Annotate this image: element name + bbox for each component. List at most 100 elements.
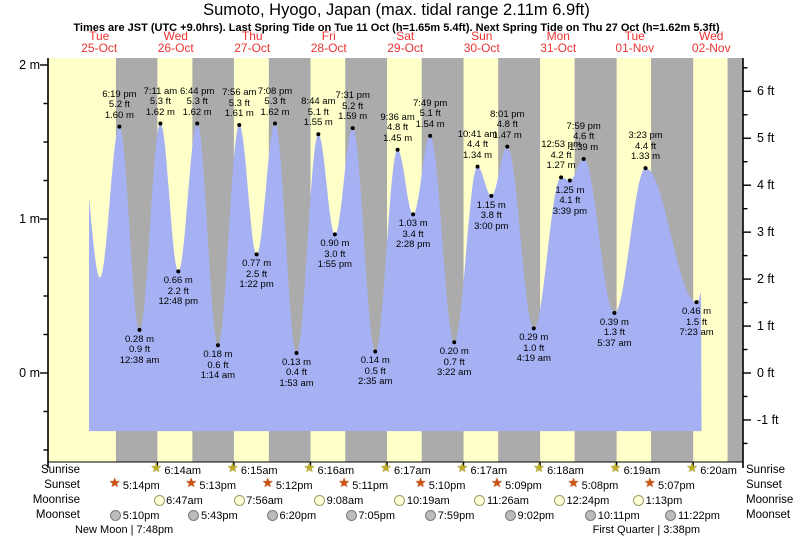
sunrise-icon: ★ xyxy=(150,460,163,475)
high-tide-annotation: 8:01 pm 4.8 ft 1.47 m xyxy=(469,109,545,142)
moonrise-time: 9:08am xyxy=(326,495,364,507)
annotation-line: 1.61 m xyxy=(224,108,254,120)
high-tide-marker xyxy=(559,175,564,180)
moonrise-row-label-right: Moonrise xyxy=(746,494,793,506)
sunrise-time: 6:17am xyxy=(470,465,508,477)
annotation-line: 1:55 pm xyxy=(317,259,353,271)
sunset-time: 5:14pm xyxy=(122,480,160,492)
day-label: Wed 02-Nov xyxy=(666,30,756,54)
moonset-time: 7:59pm xyxy=(437,510,475,522)
annotation-line: 3.0 ft xyxy=(324,248,346,260)
moon-phase-new-moon: New Moon | 7:48pm xyxy=(74,524,174,536)
day-name: Tue xyxy=(624,29,645,43)
high-tide-marker xyxy=(117,124,122,129)
moonset-icon xyxy=(425,510,437,521)
annotation-line: 2.5 ft xyxy=(246,268,268,280)
annotation-line: 7:11 am xyxy=(143,85,178,97)
high-tide-annotation: 7:31 pm 5.2 ft 1.59 m xyxy=(315,91,391,123)
day-label: Tue 25-Oct xyxy=(54,30,144,55)
annotation-line: 0.39 m xyxy=(599,316,629,328)
high-tide-marker xyxy=(350,126,355,131)
left-axis-label: 0 m xyxy=(19,366,40,380)
tide-curve-area xyxy=(89,123,702,432)
day-label: Fri 28-Oct xyxy=(284,30,374,54)
sunrise-time: 6:19am xyxy=(623,465,661,477)
annotation-line: 1:14 am xyxy=(200,370,236,382)
moonset-time: 6:20pm xyxy=(279,510,317,522)
low-tide-annotation: 0.77 m 2.5 ft 1:22 pm xyxy=(219,259,295,291)
moonset-icon xyxy=(110,510,122,521)
annotation-line: 3.4 ft xyxy=(402,228,424,240)
annotation-line: 1.54 m xyxy=(415,118,445,130)
sunset-time: 5:10pm xyxy=(428,480,466,492)
moonset-icon xyxy=(266,510,278,521)
day-name: Thu xyxy=(241,29,263,43)
sunrise-time: 6:15am xyxy=(240,465,278,477)
moonrise-icon xyxy=(633,495,645,506)
annotation-line: 5.3 ft xyxy=(186,96,208,108)
day-label: Sun 30-Oct xyxy=(437,30,527,54)
high-tide-marker xyxy=(158,121,163,126)
high-tide-annotation: 7:08 pm 5.3 ft 1.62 m xyxy=(237,85,313,119)
low-tide-annotation: 0.66 m 2.2 ft 12:48 pm xyxy=(140,276,216,308)
day-date: 31-Oct xyxy=(540,40,577,55)
high-tide-marker xyxy=(316,132,321,137)
annotation-line: 3:00 pm xyxy=(474,220,509,232)
annotation-line: 1.0 ft xyxy=(523,342,545,354)
annotation-line: 6:19 pm xyxy=(102,88,137,100)
sunrise-time: 6:16am xyxy=(317,465,355,477)
annotation-line: 3.8 ft xyxy=(480,210,502,222)
day-date: 25-Oct xyxy=(81,40,118,55)
annotation-line: 1.62 m xyxy=(260,106,290,118)
day-label: Sat 29-Oct xyxy=(360,30,450,54)
sunset-row-label-left: Sunset xyxy=(44,479,80,491)
right-axis-label: 5 ft xyxy=(757,131,775,146)
annotation-line: 8:44 am xyxy=(301,96,336,108)
moonrise-icon xyxy=(233,495,245,506)
low-tide-marker xyxy=(489,193,494,198)
annotation-line: 0.4 ft xyxy=(285,367,308,379)
page-title: Sumoto, Hyogo, Japan (max. tidal range 2… xyxy=(203,1,590,19)
annotation-line: 7:23 am xyxy=(679,327,714,339)
annotation-line: 5.3 ft xyxy=(228,97,250,109)
low-tide-marker xyxy=(332,232,337,237)
moonset-icon xyxy=(505,510,517,521)
moonset-row-label-left: Moonset xyxy=(35,509,80,521)
annotation-line: 1.33 m xyxy=(631,151,661,163)
sunrise-time: 6:20am xyxy=(700,465,737,477)
sunset-icon: ★ xyxy=(644,475,656,490)
low-tide-marker xyxy=(567,178,572,183)
annotation-line: 1.34 m xyxy=(463,149,493,161)
high-tide-annotation: 10:41 am 4.4 ft 1.34 m xyxy=(440,129,516,162)
moonrise-time: 6:47am xyxy=(166,495,203,507)
high-tide-annotation: 7:59 pm 4.6 ft 1.39 m xyxy=(546,121,622,154)
annotation-line: 7:08 pm xyxy=(257,85,293,97)
moonset-time: 11:22pm xyxy=(677,510,720,522)
annotation-line: 1.15 m xyxy=(476,199,506,211)
low-tide-annotation: 0.90 m 3.0 ft 1:55 pm xyxy=(297,239,373,271)
moonset-row-label-right: Moonset xyxy=(746,509,791,521)
low-tide-annotation: 0.28 m 0.9 ft 12:38 am xyxy=(102,334,178,367)
sunrise-time: 6:17am xyxy=(394,465,431,477)
high-tide-marker xyxy=(475,164,480,169)
moonrise-time: 1:13pm xyxy=(645,495,683,507)
moonrise-time: 7:56am xyxy=(246,495,283,507)
day-date: 27-Oct xyxy=(234,40,271,55)
annotation-line: 0.7 ft xyxy=(443,356,465,368)
annotation-line: 5:37 am xyxy=(597,337,632,349)
moonrise-time: 11:26am xyxy=(486,495,529,507)
high-tide-annotation: 8:44 am 5.1 ft 1.55 m xyxy=(280,97,356,129)
right-axis-label: 1 ft xyxy=(757,319,775,334)
sunrise-icon: ★ xyxy=(609,460,622,475)
annotation-line: 9:36 am xyxy=(380,111,415,123)
high-tide-marker xyxy=(272,121,277,126)
annotation-line: 4.1 ft xyxy=(559,195,581,206)
day-label: Wed 26-Oct xyxy=(131,30,221,54)
low-tide-marker xyxy=(254,252,259,257)
moonset-icon xyxy=(585,510,597,521)
annotation-line: 4.4 ft xyxy=(634,140,657,152)
annotation-line: 1:53 am xyxy=(279,377,314,389)
annotation-line: 7:49 pm xyxy=(412,97,448,109)
high-tide-marker xyxy=(505,144,510,149)
